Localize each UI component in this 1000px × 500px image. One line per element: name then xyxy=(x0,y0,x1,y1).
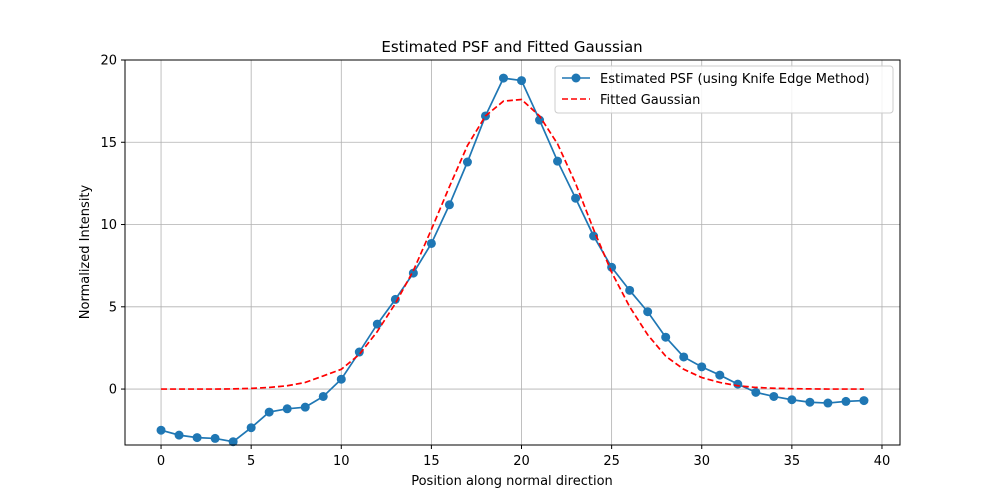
psf-data-point xyxy=(264,407,274,417)
psf-data-point xyxy=(769,391,779,401)
psf-series-line xyxy=(160,77,864,443)
psf-data-point xyxy=(156,425,166,435)
psf-data-point xyxy=(246,423,256,433)
x-tick-label: 35 xyxy=(784,454,801,469)
x-tick-label: 30 xyxy=(693,454,710,469)
x-tick-label: 15 xyxy=(423,454,440,469)
psf-data-point xyxy=(859,396,869,406)
psf-data-point xyxy=(553,156,563,166)
psf-data-point xyxy=(336,374,346,384)
x-tick-label: 20 xyxy=(513,454,530,469)
chart-title: Estimated PSF and Fitted Gaussian xyxy=(381,38,642,56)
psf-data-point xyxy=(498,73,508,83)
y-tick-label: 20 xyxy=(100,54,117,69)
series-layer xyxy=(156,73,869,447)
psf-data-point xyxy=(751,387,761,397)
psf-data-point xyxy=(318,391,328,401)
psf-data-point xyxy=(697,362,707,372)
psf-data-point xyxy=(589,231,599,241)
psf-data-point xyxy=(228,437,238,447)
psf-data-point xyxy=(571,193,581,203)
psf-data-point xyxy=(444,200,454,210)
psf-data-point xyxy=(643,307,653,317)
x-tick-label: 40 xyxy=(874,454,891,469)
axis-ticks: 0 5 10 15 20 25 30 35 40 0 5 10 15 20 xyxy=(100,54,890,470)
psf-data-point xyxy=(733,379,743,389)
psf-data-point xyxy=(426,238,436,248)
psf-data-point xyxy=(823,398,833,408)
psf-data-point xyxy=(661,332,671,342)
psf-data-point xyxy=(210,433,220,443)
legend: Estimated PSF (using Knife Edge Method) … xyxy=(554,65,894,114)
psf-data-point xyxy=(607,262,617,272)
x-tick-label: 0 xyxy=(157,454,165,469)
y-tick-label: 0 xyxy=(109,383,117,398)
psf-data-point xyxy=(625,285,635,295)
y-tick-label: 10 xyxy=(100,218,117,233)
y-axis-label: Normalized Intensity xyxy=(78,184,93,319)
psf-data-point xyxy=(282,404,292,414)
x-tick-label: 10 xyxy=(333,454,350,469)
y-tick-label: 15 xyxy=(100,136,117,151)
psf-data-point xyxy=(300,402,310,412)
psf-data-point xyxy=(841,396,851,406)
legend-gaussian-label: Fitted Gaussian xyxy=(600,93,700,108)
psf-data-point xyxy=(354,347,364,357)
psf-data-point xyxy=(390,294,400,304)
psf-data-point xyxy=(192,433,202,443)
x-tick-label: 25 xyxy=(603,454,620,469)
psf-data-point xyxy=(805,397,815,407)
psf-data-point xyxy=(679,352,689,362)
psf-data-point xyxy=(462,157,472,167)
y-tick-label: 5 xyxy=(109,300,117,315)
psf-data-point xyxy=(715,370,725,380)
psf-data-point xyxy=(535,115,545,125)
x-tick-label: 5 xyxy=(247,454,255,469)
psf-data-point xyxy=(517,76,527,86)
x-axis-label: Position along normal direction xyxy=(411,474,613,489)
psf-data-point xyxy=(372,319,382,329)
legend-psf-label: Estimated PSF (using Knife Edge Method) xyxy=(600,72,870,87)
psf-data-point xyxy=(174,430,184,440)
psf-data-point xyxy=(787,395,797,405)
legend-psf-marker xyxy=(571,73,581,83)
gaussian-fit-line xyxy=(161,98,864,390)
legend-box xyxy=(554,65,894,114)
plot-area-frame xyxy=(124,59,901,446)
